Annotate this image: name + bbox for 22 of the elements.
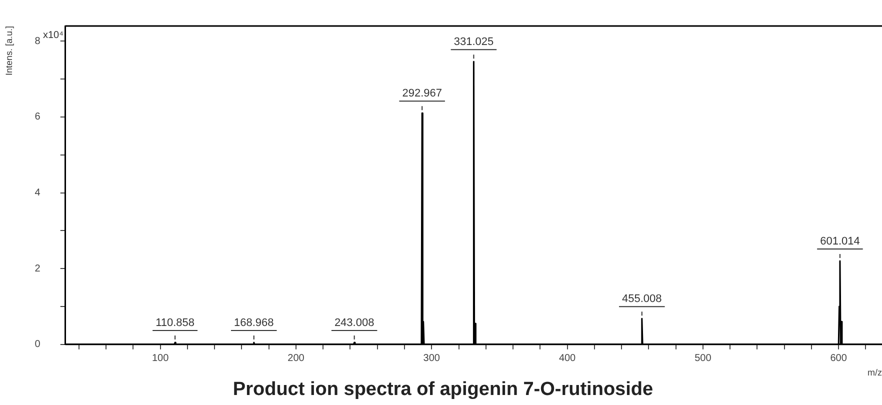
- annotation: 601.014: [820, 236, 860, 248]
- annotation: 331.025: [454, 36, 494, 48]
- y-tick-label: 6: [34, 112, 41, 123]
- annotation: 168.968: [234, 317, 274, 330]
- annotation: 455.008: [622, 293, 662, 306]
- x-tick-label: 400: [558, 353, 576, 364]
- annotation: 292.967: [402, 88, 442, 100]
- y-tick-label: 2: [34, 263, 41, 274]
- y-tick-label: 0: [34, 339, 41, 350]
- x-tick-label: 500: [694, 353, 712, 364]
- x-tick-label: 300: [423, 353, 440, 364]
- x-tick-label: 600: [830, 353, 848, 364]
- y-tick-label: 8: [34, 36, 41, 47]
- annotation: 110.858: [156, 317, 195, 330]
- text: Product ion spectra of apigenin 7-O-rutinoside: [232, 378, 654, 400]
- x-tick-label: 100: [152, 353, 170, 364]
- x-tick-label: 200: [288, 353, 305, 364]
- annotation: 243.008: [334, 317, 374, 330]
- y-tick-label: 4: [34, 188, 41, 199]
- y-axis-title: Intens. [a.u.]: [4, 26, 14, 76]
- x-axis-title: m/z: [868, 367, 882, 378]
- text: x10⁴: [42, 30, 64, 41]
